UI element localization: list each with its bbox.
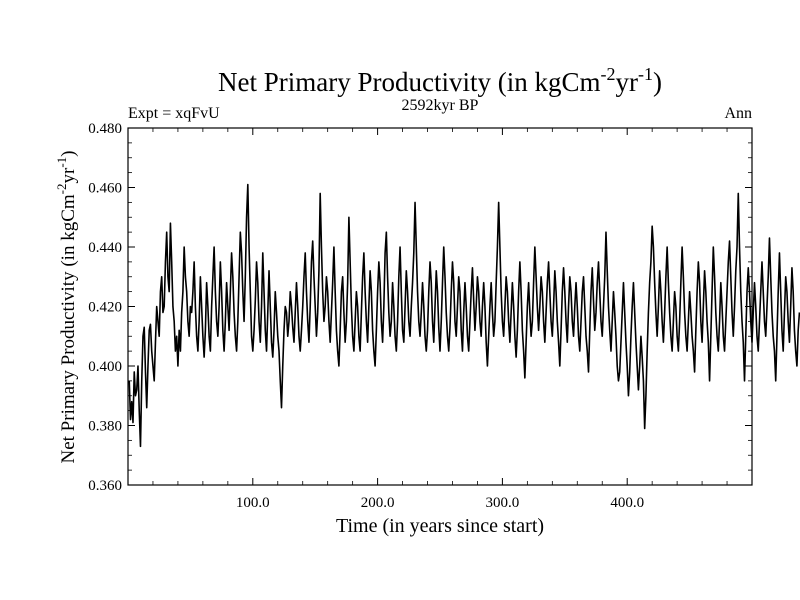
y-axis-label-sup1: -2	[54, 184, 69, 195]
x-tick-label: 100.0	[236, 495, 270, 511]
y-axis-label: Net Primary Productivity (in kgCm-2yr-1)	[54, 151, 79, 464]
y-tick-label: 0.460	[88, 181, 122, 197]
chart-title-sup1: -2	[600, 64, 615, 84]
x-tick-label: 300.0	[486, 495, 520, 511]
experiment-label: Expt = xqFvU	[128, 105, 220, 122]
x-tick-label: 200.0	[361, 495, 395, 511]
y-axis-label-main: Net Primary Productivity (in kgCm	[58, 194, 79, 463]
y-tick-label: 0.400	[88, 359, 122, 375]
chart-title-sup2: -1	[638, 64, 653, 84]
chart-title-end: )	[653, 67, 662, 97]
y-tick-label: 0.360	[88, 478, 122, 494]
y-axis-ticks: 0.360 0.380 0.400 0.420 0.440 0.460 0.480	[88, 121, 752, 494]
y-tick-label: 0.480	[88, 121, 122, 137]
series-group	[128, 183, 800, 448]
y-tick-label: 0.440	[88, 240, 122, 256]
y-axis-label-end: )	[58, 151, 79, 157]
y-axis-label-sup2: -1	[54, 157, 69, 168]
y-axis-label-mid: yr	[58, 167, 79, 184]
time-period-label: 2592kyr BP	[402, 97, 479, 114]
series-line-npp	[128, 183, 800, 448]
x-axis-label: Time (in years since start)	[336, 515, 544, 537]
season-label: Ann	[724, 105, 752, 122]
x-axis-ticks: 100.0 200.0 300.0 400.0	[152, 128, 728, 511]
y-tick-label: 0.380	[88, 419, 122, 435]
x-tick-label: 400.0	[610, 495, 644, 511]
y-tick-label: 0.420	[88, 300, 122, 316]
chart-title-main: Net Primary Productivity (in kgCm	[218, 67, 600, 97]
chart-title-mid: yr	[615, 67, 638, 97]
chart-title: Net Primary Productivity (in kgCm-2yr-1)	[218, 64, 662, 97]
